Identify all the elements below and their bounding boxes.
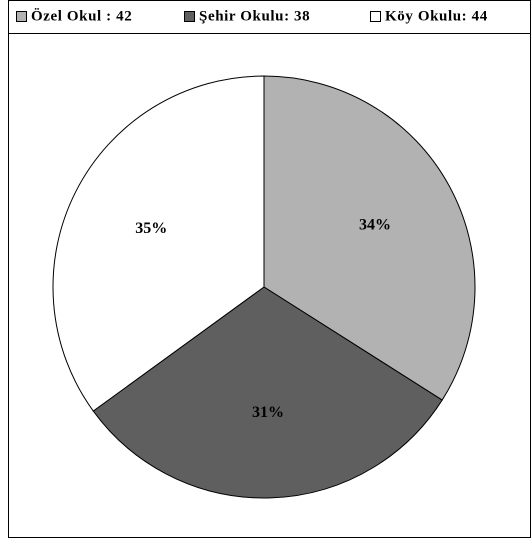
legend-swatch — [370, 11, 381, 22]
pie-slice — [92, 286, 443, 499]
legend: Özel Okul : 42 Şehir Okulu: 38 Köy Okulu: … — [16, 7, 488, 24]
data-label: 31% — [252, 404, 284, 421]
pie: 34% 31% 35% — [52, 75, 476, 499]
legend-label: Şehir Okulu: 38 — [199, 8, 310, 24]
legend-swatch — [184, 11, 195, 22]
data-label: 34% — [359, 217, 391, 234]
legend-label: Özel Okul : 42 — [31, 7, 132, 24]
legend-label: Köy Okulu: 44 — [385, 8, 488, 24]
legend-swatch — [16, 11, 27, 22]
pie-slice — [263, 75, 476, 401]
pie-slice — [52, 75, 265, 412]
legend-box — [8, 0, 531, 34]
data-label: 35% — [135, 220, 167, 237]
